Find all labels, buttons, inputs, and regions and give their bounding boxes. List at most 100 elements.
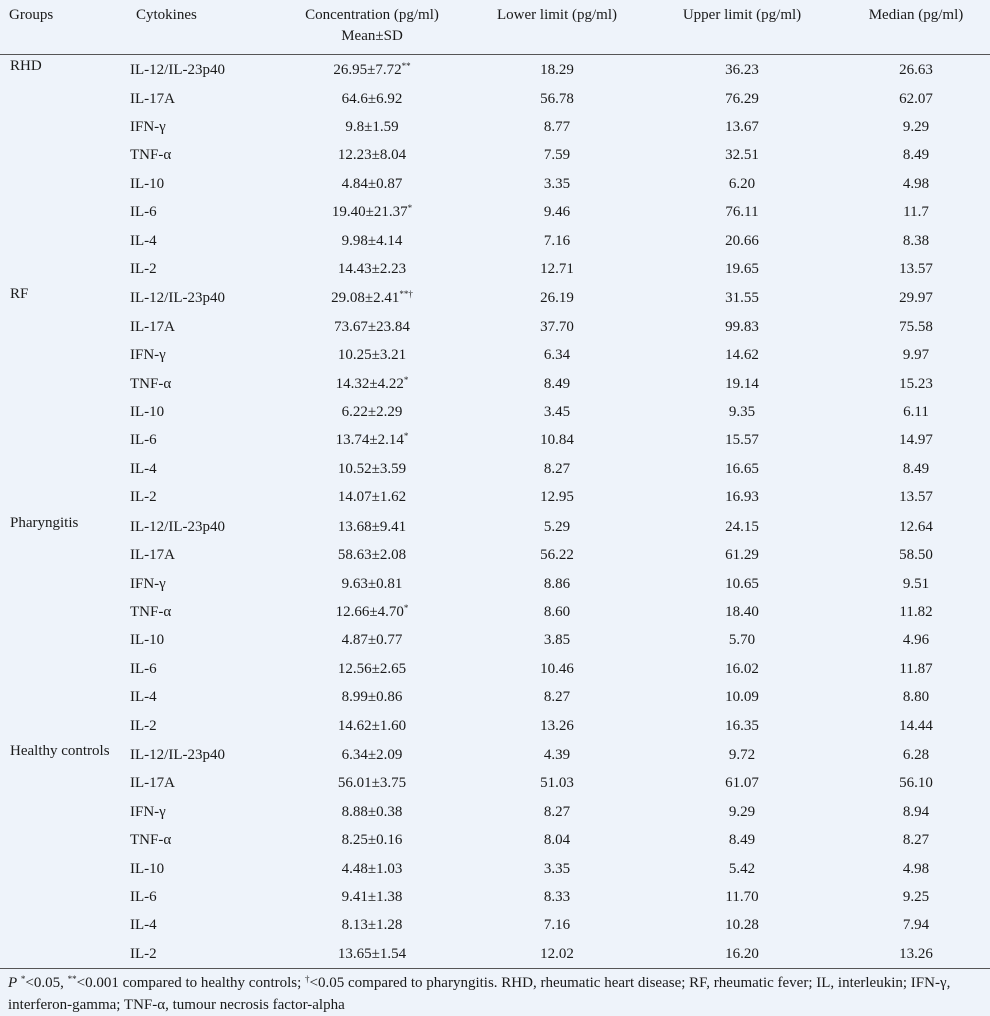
table-row: IL-17A 56.01±3.75 51.03 61.07 56.10 (0, 769, 990, 797)
concentration-value: 14.43±2.23 (337, 261, 407, 278)
concentration-value: 8.99±0.86 (341, 689, 403, 706)
concentration-cell: 58.63±2.08 (272, 541, 472, 569)
cytokine-cell: TNF-α (130, 147, 172, 164)
median-cell: 8.94 (902, 803, 930, 820)
median-cell: 56.10 (899, 775, 933, 792)
header-concentration-line1: Concentration (pg/ml) (305, 7, 439, 23)
upper-limit-cell: 11.70 (725, 888, 759, 905)
group-name: RHD (10, 58, 42, 74)
cytokine-cell: IL-2 (130, 261, 157, 278)
table-row: RF IL-12/IL-23p40 29.08±2.41**† 26.19 31.55 2… (0, 283, 990, 312)
cytokine-cell: IL-12/IL-23p40 (130, 746, 225, 763)
significance-marker: * (403, 602, 409, 613)
upper-limit-cell: 15.57 (725, 432, 759, 449)
footnote-text1: <0.05, (25, 975, 68, 991)
table-row: IL-10 4.84±0.87 3.35 6.20 4.98 (0, 170, 990, 198)
lower-limit-cell: 51.03 (540, 775, 574, 792)
concentration-value: 13.74±2.14 (335, 432, 404, 449)
lower-limit-cell: 8.33 (543, 888, 571, 905)
concentration-cell: 4.84±0.87 (272, 170, 472, 198)
cytokine-cell: TNF-α (130, 832, 172, 849)
cytokine-cell: IL-6 (130, 204, 157, 221)
concentration-value: 12.23±8.04 (337, 147, 407, 164)
concentration-cell: 14.62±1.60 (272, 711, 472, 739)
lower-limit-cell: 3.35 (543, 860, 571, 877)
footnote-p-label: P (8, 975, 18, 991)
median-cell: 9.97 (902, 347, 930, 364)
upper-limit-cell: 20.66 (725, 232, 759, 249)
table-row: RHD IL-12/IL-23p40 26.95±7.72** 18.29 36.23 2… (0, 55, 990, 85)
cytokine-cell: IL-12/IL-23p40 (130, 62, 225, 79)
upper-limit-cell: 9.29 (728, 803, 756, 820)
median-cell: 11.87 (899, 660, 933, 677)
concentration-cell: 10.52±3.59 (272, 455, 472, 483)
cytokine-cell: IL-17A (130, 318, 175, 335)
concentration-value: 9.41±1.38 (341, 888, 403, 905)
cytokine-cell: IFN-γ (130, 119, 166, 136)
concentration-cell: 8.99±0.86 (272, 683, 472, 711)
concentration-value: 8.13±1.28 (341, 917, 403, 934)
lower-limit-cell: 8.49 (543, 375, 571, 392)
header-concentration-line2: Mean±SD (341, 28, 403, 44)
table-row: IL-2 14.43±2.23 12.71 19.65 13.57 (0, 255, 990, 283)
upper-limit-cell: 31.55 (725, 290, 759, 307)
lower-limit-cell: 6.34 (543, 347, 571, 364)
concentration-value: 12.56±2.65 (337, 660, 407, 677)
concentration-value: 6.34±2.09 (341, 746, 403, 763)
significance-marker: ** (401, 61, 411, 72)
table-row: IL-2 14.62±1.60 13.26 16.35 14.44 (0, 711, 990, 739)
lower-limit-cell: 9.46 (543, 204, 571, 221)
group-name: Healthy controls (10, 742, 110, 759)
table-row: IL-10 4.87±0.77 3.85 5.70 4.96 (0, 626, 990, 654)
lower-limit-cell: 4.39 (543, 746, 571, 763)
median-cell: 9.51 (902, 575, 930, 592)
median-cell: 11.82 (899, 603, 933, 620)
lower-limit-cell: 12.95 (540, 489, 574, 506)
upper-limit-cell: 6.20 (728, 175, 756, 192)
lower-limit-cell: 8.60 (543, 603, 571, 620)
table-row: TNF-α 8.25±0.16 8.04 8.49 8.27 (0, 826, 990, 854)
cytokine-cell: IL-4 (130, 232, 157, 249)
concentration-cell: 10.25±3.21 (272, 341, 472, 369)
median-cell: 15.23 (899, 375, 933, 392)
concentration-cell: 19.40±21.37* (272, 198, 472, 226)
lower-limit-cell: 12.02 (540, 945, 574, 962)
upper-limit-cell: 5.70 (728, 632, 756, 649)
table-row: TNF-α 12.66±4.70* 8.60 18.40 11.82 (0, 598, 990, 626)
upper-limit-cell: 5.42 (728, 860, 756, 877)
table-row: IL-10 4.48±1.03 3.35 5.42 4.98 (0, 854, 990, 882)
concentration-value: 12.66±4.70 (335, 603, 404, 620)
concentration-cell: 6.34±2.09 (272, 740, 472, 769)
concentration-cell: 56.01±3.75 (272, 769, 472, 797)
concentration-cell: 26.95±7.72** (272, 55, 472, 85)
upper-limit-cell: 10.65 (725, 575, 759, 592)
group-name: RF (10, 286, 29, 303)
median-cell: 8.80 (902, 689, 930, 706)
lower-limit-cell: 8.04 (543, 832, 571, 849)
upper-limit-cell: 19.14 (725, 375, 759, 392)
lower-limit-cell: 10.46 (540, 660, 574, 677)
cytokine-cell: IL-6 (130, 888, 157, 905)
median-cell: 75.58 (899, 318, 933, 335)
concentration-value: 9.98±4.14 (341, 232, 403, 249)
upper-limit-cell: 16.93 (725, 489, 759, 506)
significance-marker: * (403, 431, 409, 442)
median-cell: 12.64 (899, 518, 933, 535)
table-row: IL-17A 73.67±23.84 37.70 99.83 75.58 (0, 313, 990, 341)
lower-limit-cell: 56.78 (540, 90, 574, 107)
concentration-cell: 14.43±2.23 (272, 255, 472, 283)
upper-limit-cell: 14.62 (725, 347, 759, 364)
concentration-value: 4.48±1.03 (341, 860, 403, 877)
lower-limit-cell: 3.45 (543, 404, 571, 421)
upper-limit-cell: 10.28 (725, 917, 759, 934)
median-cell: 58.50 (899, 547, 933, 564)
median-cell: 14.97 (899, 432, 933, 449)
cytokine-cell: IL-6 (130, 432, 157, 449)
table-row: IL-6 19.40±21.37* 9.46 76.11 11.7 (0, 198, 990, 226)
concentration-cell: 14.07±1.62 (272, 483, 472, 511)
median-cell: 62.07 (899, 90, 933, 107)
upper-limit-cell: 13.67 (725, 119, 759, 136)
upper-limit-cell: 36.23 (725, 62, 759, 79)
table-row: IL-2 13.65±1.54 12.02 16.20 13.26 (0, 940, 990, 968)
concentration-value: 4.87±0.77 (341, 632, 403, 649)
